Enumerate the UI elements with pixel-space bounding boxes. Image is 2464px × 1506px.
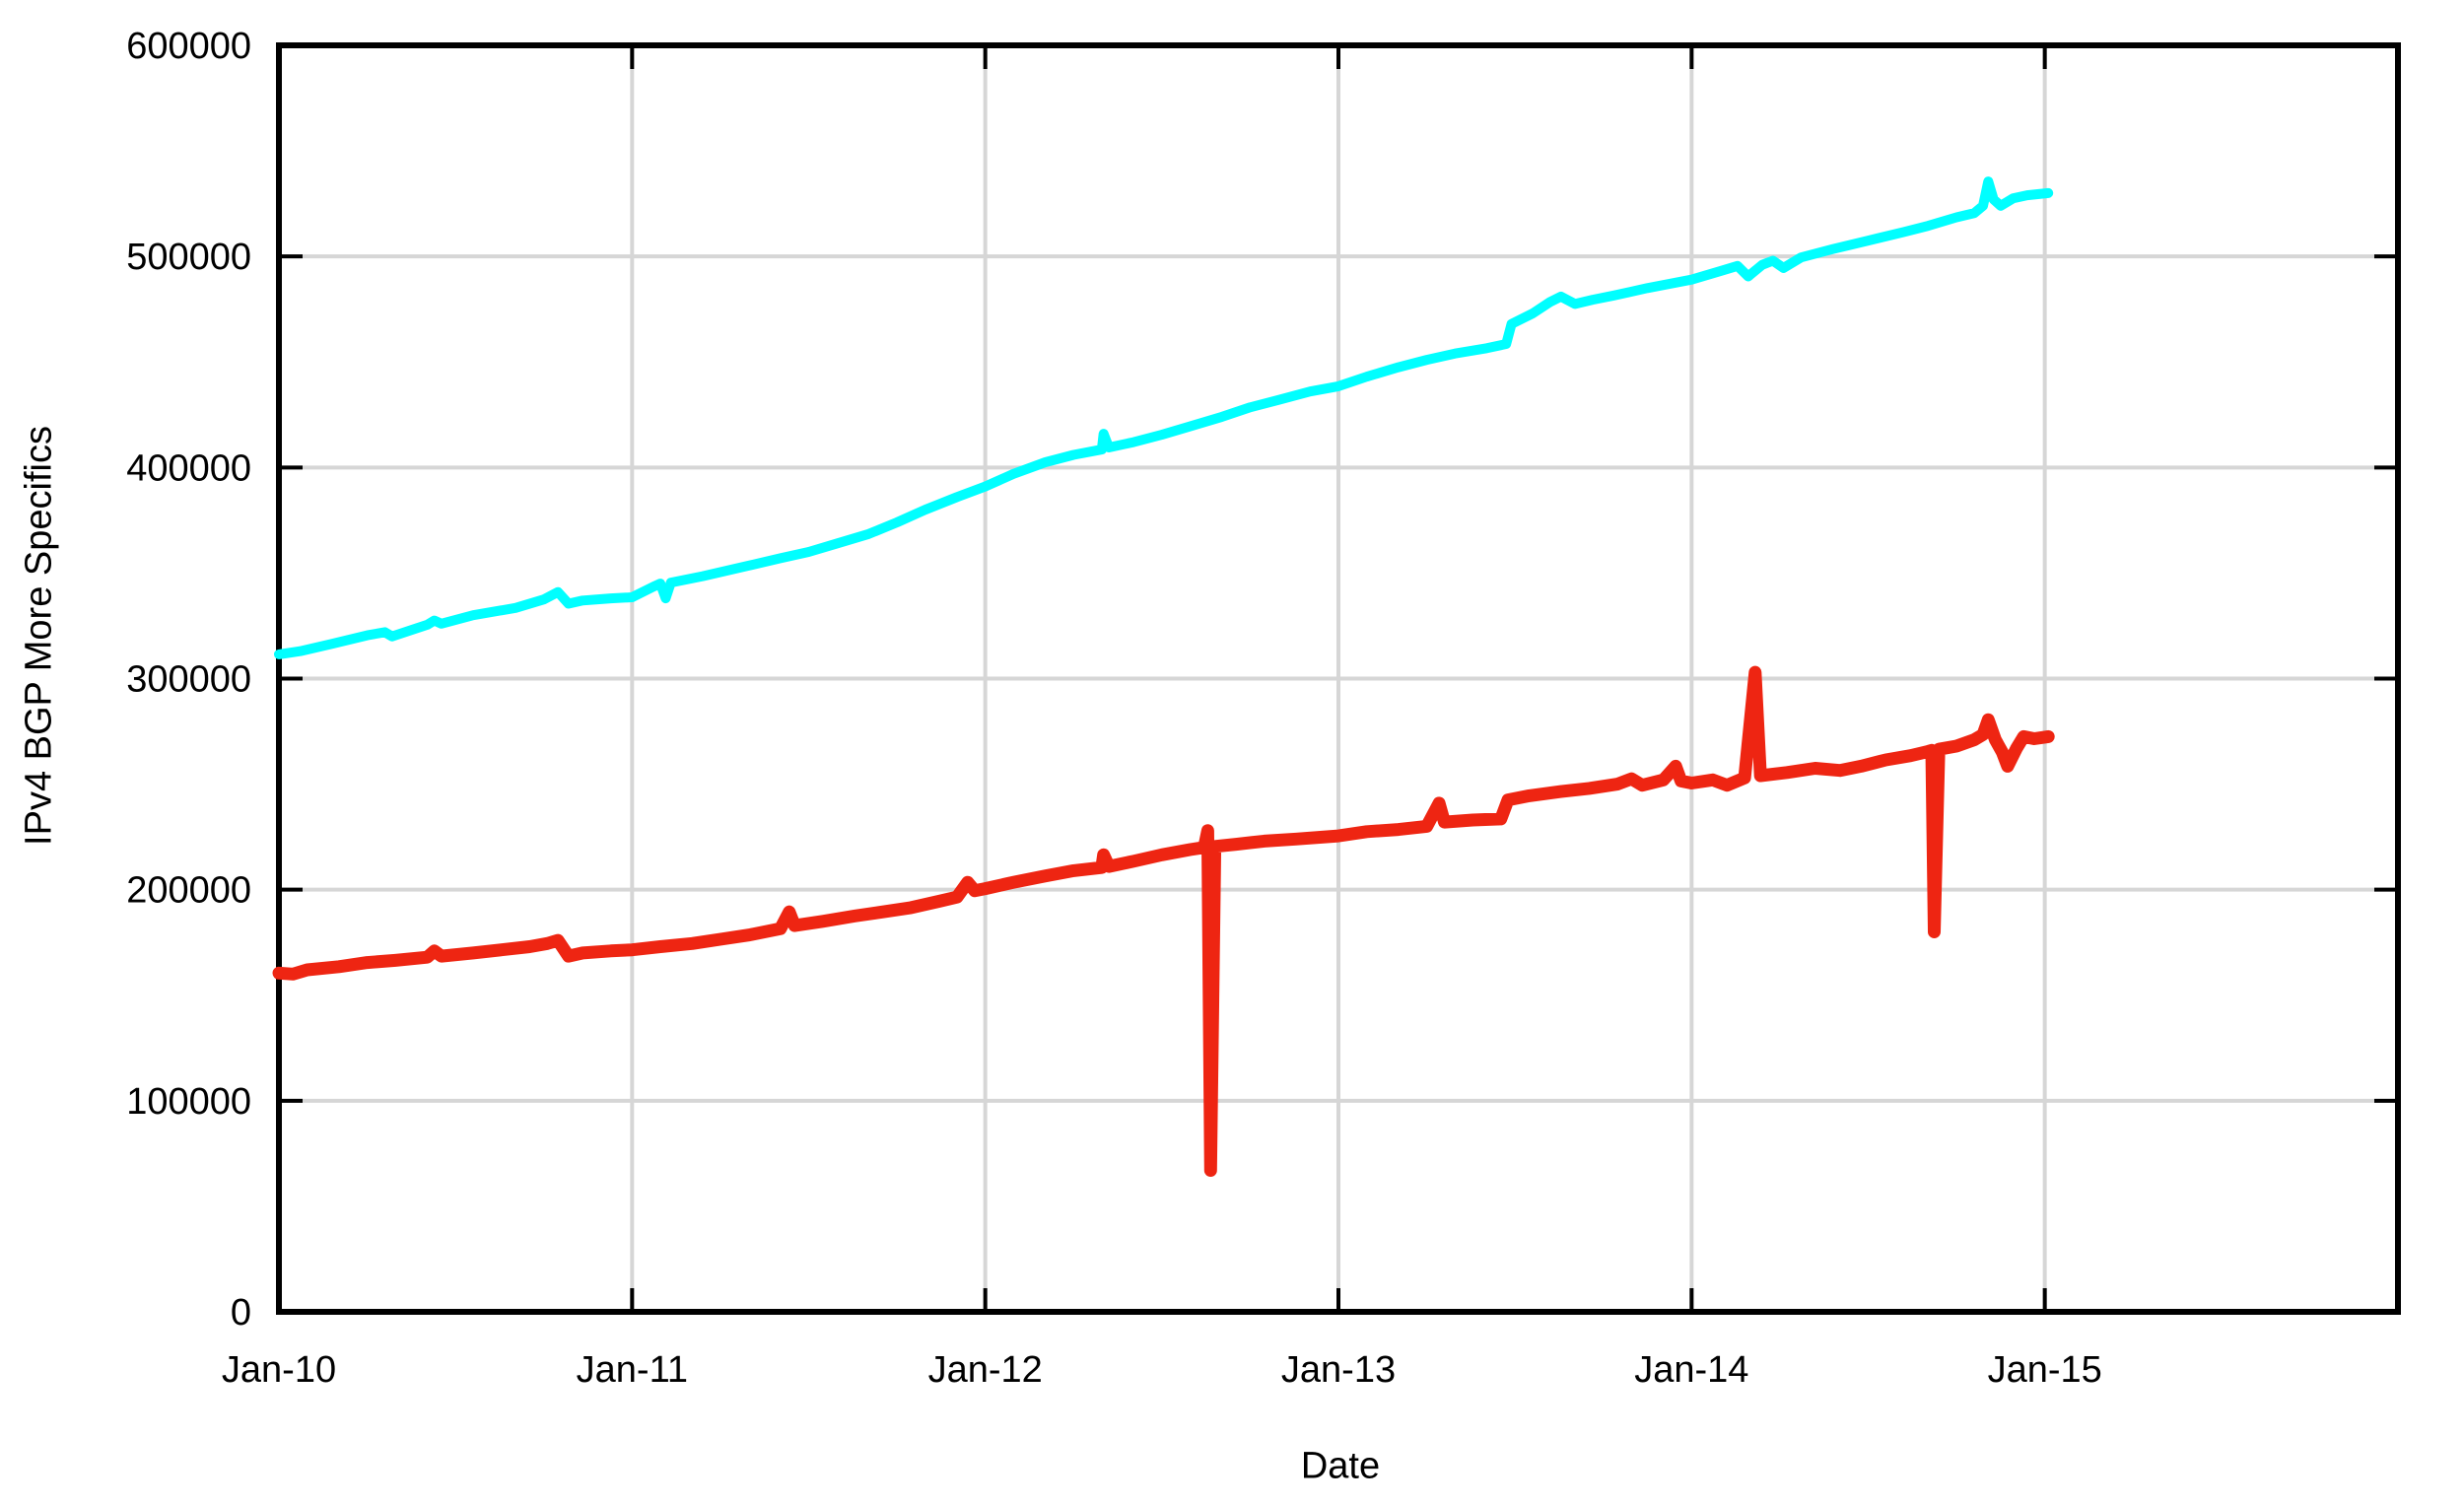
y-tick-label: 0 bbox=[231, 1292, 251, 1334]
x-tick-label: Jan-13 bbox=[1281, 1349, 1396, 1391]
x-tick-label: Jan-14 bbox=[1634, 1349, 1748, 1391]
x-tick-label: Jan-12 bbox=[928, 1349, 1043, 1391]
y-tick-label: 200000 bbox=[126, 870, 251, 912]
y-tick-label: 400000 bbox=[126, 447, 251, 489]
y-tick-label: 100000 bbox=[126, 1081, 251, 1123]
x-tick-label: Jan-11 bbox=[577, 1349, 688, 1391]
y-axis-title: IPv4 BGP More Specifics bbox=[18, 426, 60, 846]
x-tick-label: Jan-15 bbox=[1988, 1349, 2102, 1391]
lower-red-line bbox=[272, 665, 2055, 1177]
y-tick-label: 300000 bbox=[126, 659, 251, 701]
x-tick-label: Jan-10 bbox=[222, 1349, 336, 1391]
y-tick-label: 600000 bbox=[126, 26, 251, 67]
upper-cyan-line bbox=[274, 176, 2054, 659]
x-axis-title: Date bbox=[1300, 1445, 1381, 1487]
y-tick-label: 500000 bbox=[126, 237, 251, 278]
